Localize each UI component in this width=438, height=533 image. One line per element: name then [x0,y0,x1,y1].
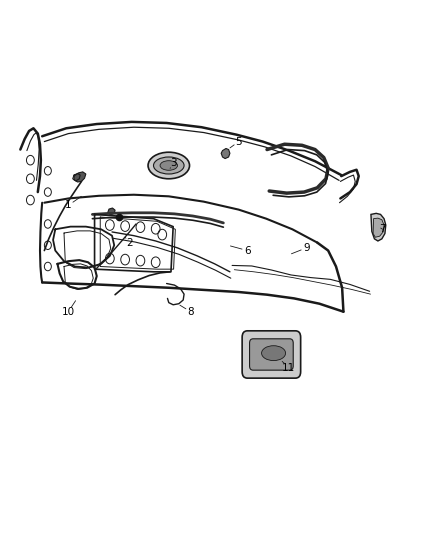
Ellipse shape [160,161,177,170]
Polygon shape [373,218,384,237]
Text: 8: 8 [187,306,194,317]
Text: 7: 7 [379,224,386,235]
Ellipse shape [153,157,184,174]
Text: 10: 10 [62,306,75,317]
Text: 9: 9 [303,243,310,253]
Polygon shape [108,208,115,215]
Ellipse shape [261,346,286,361]
Polygon shape [371,213,386,241]
Text: 1: 1 [65,200,72,211]
Text: 2: 2 [126,238,133,247]
Polygon shape [221,149,230,159]
FancyBboxPatch shape [242,331,300,378]
Text: 3: 3 [170,158,177,168]
Ellipse shape [148,152,190,179]
Text: 11: 11 [282,362,296,373]
FancyBboxPatch shape [250,339,293,370]
Text: 5: 5 [235,136,242,147]
Polygon shape [74,172,86,182]
Text: 6: 6 [244,246,251,255]
